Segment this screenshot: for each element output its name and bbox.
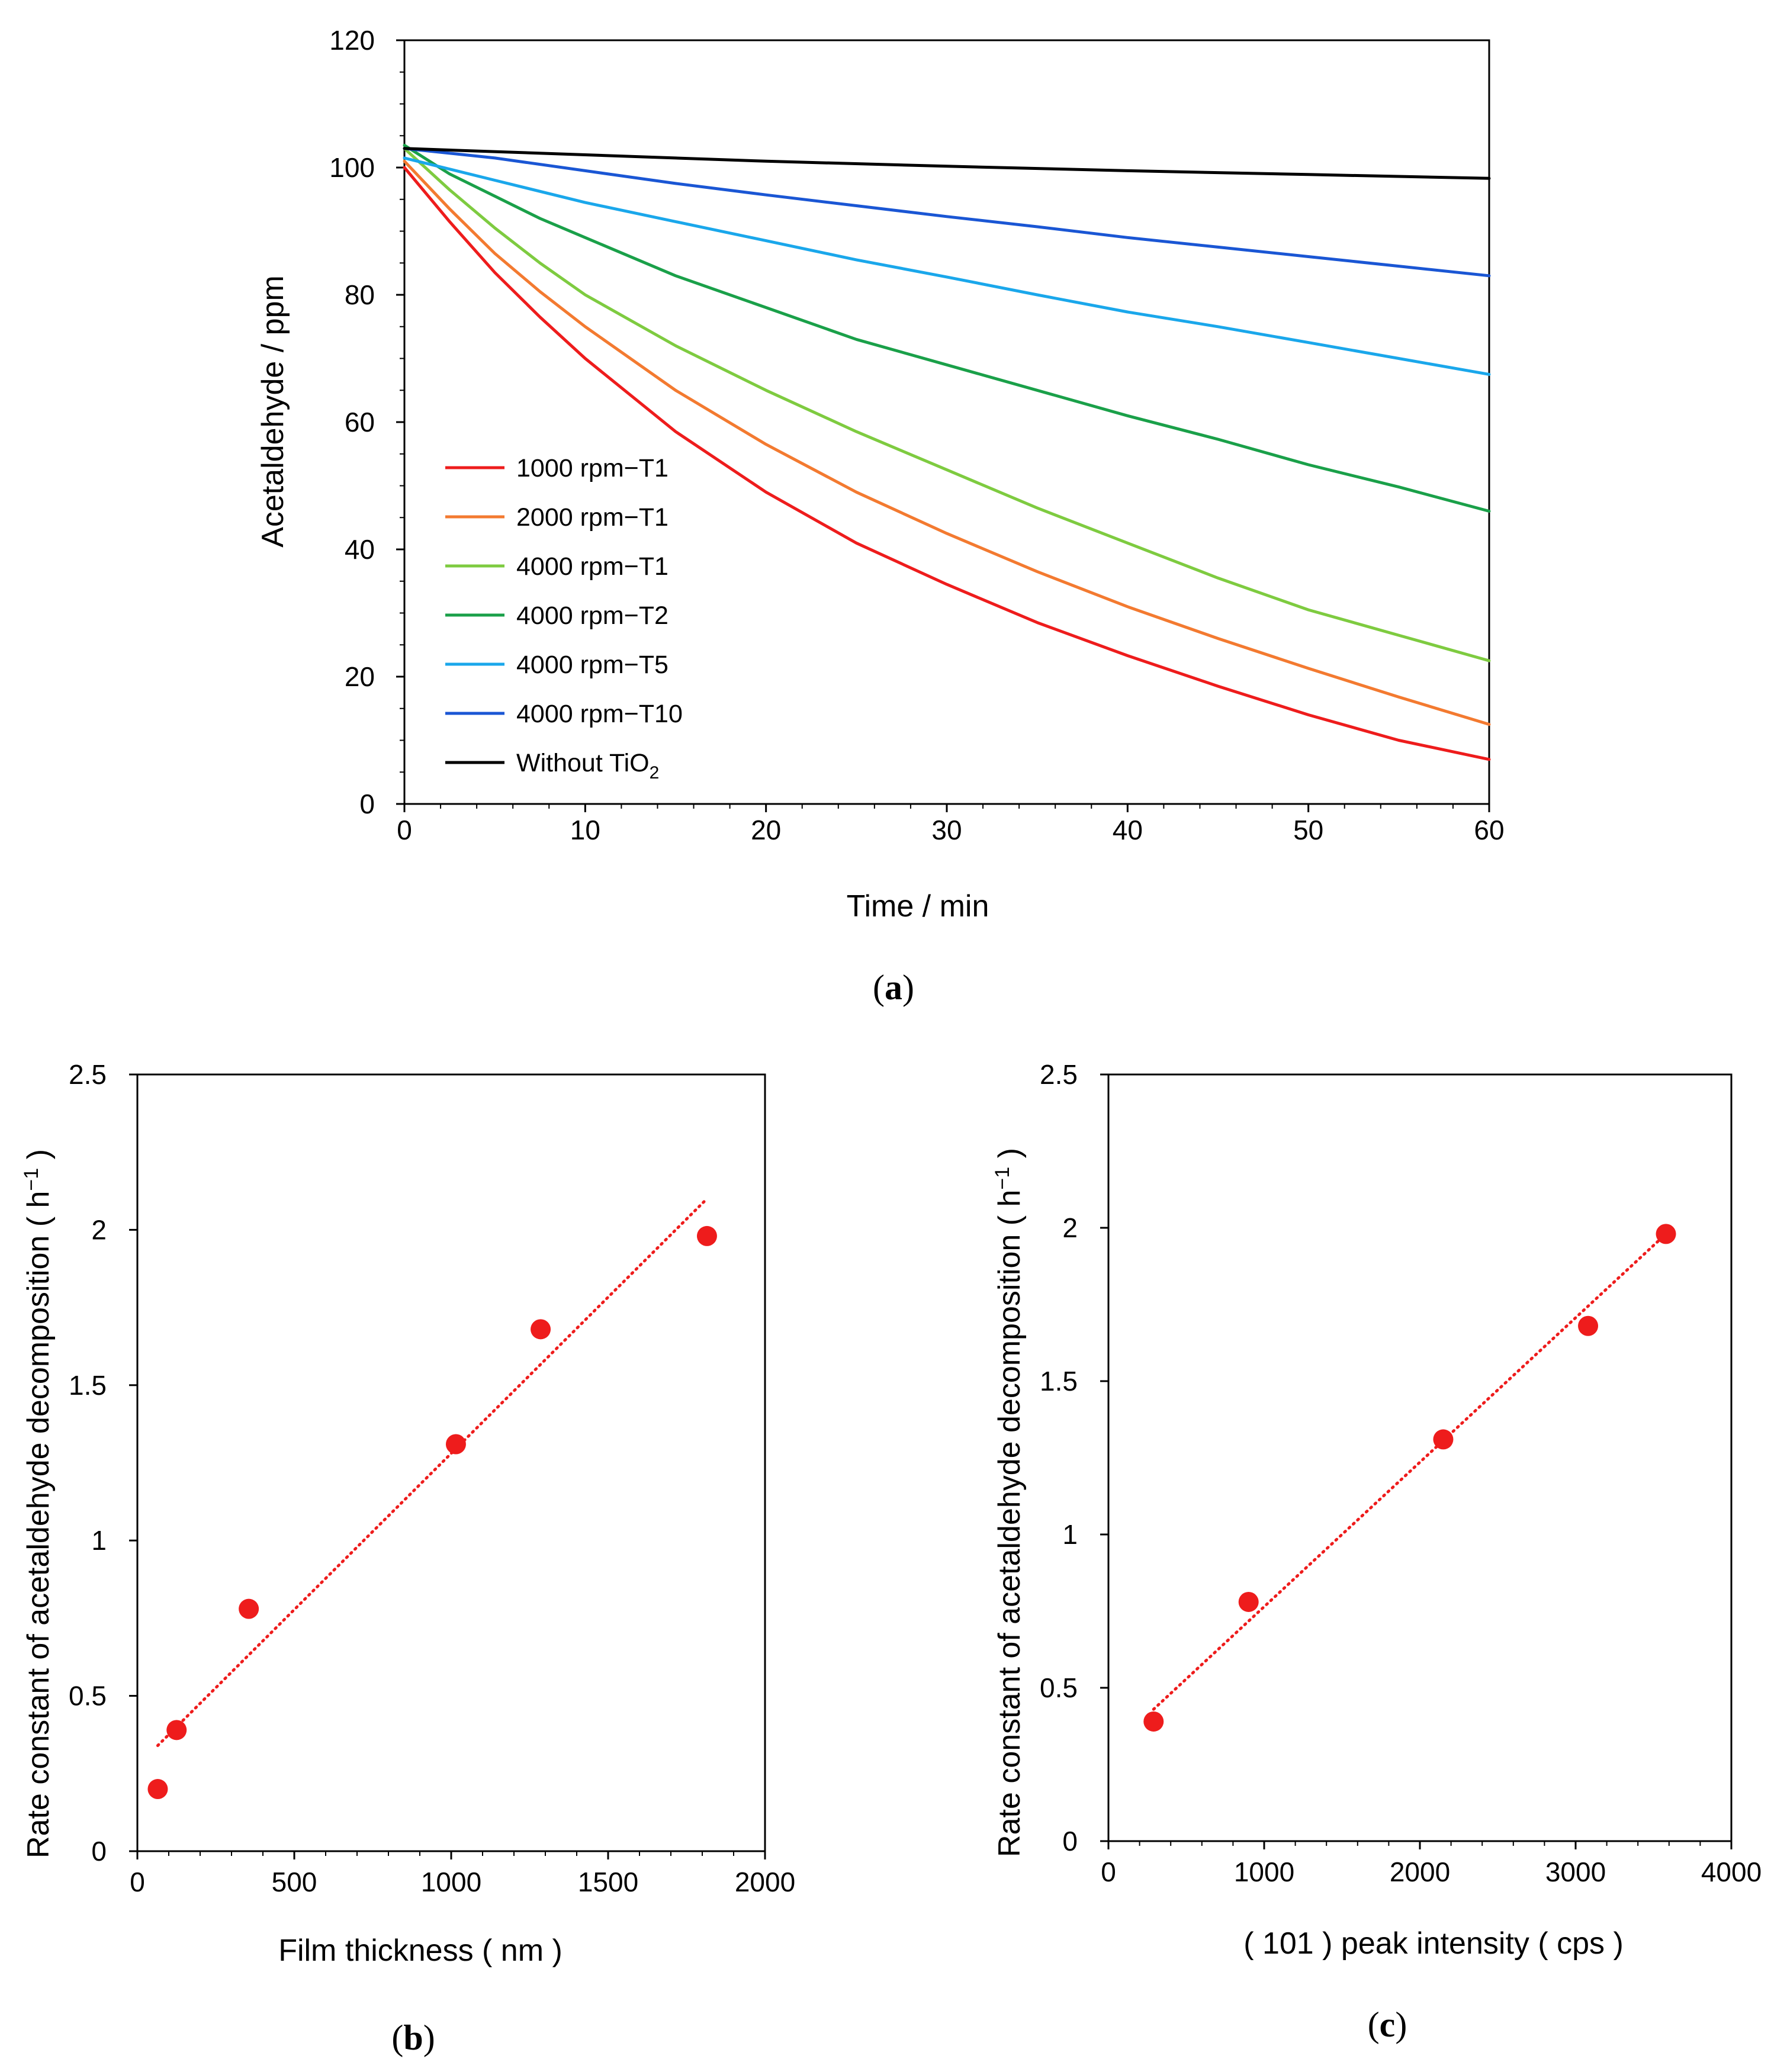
panel-c-y-tick-label: 2.5: [1040, 1059, 1078, 1090]
panel-c-x-tick-label: 4000: [1701, 1857, 1762, 1887]
legend-label-4: 4000 rpm−T2: [516, 601, 668, 630]
panel-a-y-tick-label: 40: [345, 534, 375, 565]
panel-b-y-tick-label: 0.5: [69, 1681, 107, 1711]
panel-c-y-tick-label: 1: [1062, 1519, 1078, 1550]
legend-label-subscript: 2: [650, 763, 660, 783]
panel-b-y-tick-label: 1: [91, 1525, 107, 1556]
panel-b-trendline: [156, 1197, 709, 1748]
legend-label-text: Without TiO: [516, 749, 650, 777]
legend-label-5: 4000 rpm−T5: [516, 651, 668, 679]
panel-c-y-tick-label: 2: [1062, 1212, 1078, 1243]
panel-a-y-tick-label: 120: [329, 25, 375, 56]
panel-a-legend: 1000 rpm−T1 2000 rpm−T1 4000 rpm−T1 4000 rp…: [445, 454, 683, 783]
series-line-7: [403, 147, 1491, 180]
panel-b-x-tick-label: 1500: [578, 1867, 638, 1897]
panel-c-data-point-2: [1238, 1591, 1259, 1612]
chart-panel-a: Time / min Acetaldehyde / ppm 1000 rpm−T…: [256, 25, 1505, 1007]
series-line-3: [403, 147, 1491, 662]
panel-a-y-tick-label: 0: [359, 789, 375, 819]
legend-label-text: 4000 rpm−T1: [516, 552, 668, 581]
panel-a-y-tick-label: 80: [345, 279, 375, 310]
panel-c-data-point-5: [1656, 1224, 1676, 1244]
legend-label-1: 1000 rpm−T1: [516, 454, 668, 482]
panel-b-data-point-5: [531, 1319, 551, 1340]
series-line-1: [403, 166, 1491, 761]
panel-a-y-axis-title: Acetaldehyde / ppm: [256, 275, 290, 548]
legend-label-2: 2000 rpm−T1: [516, 503, 668, 532]
legend-label-text: 1000 rpm−T1: [516, 454, 668, 482]
panel-c-y-tick-label: 0: [1062, 1826, 1078, 1857]
panel-c-x-tick-label: 2000: [1390, 1857, 1450, 1887]
panel-c-x-tick-label: 3000: [1545, 1857, 1606, 1887]
panel-b-data-point-4: [445, 1434, 466, 1455]
panel-a-x-tick-label: 0: [397, 815, 412, 845]
panel-c-x-tick-label: 1000: [1234, 1857, 1294, 1887]
panel-a-y-tick-label: 100: [329, 152, 375, 183]
legend-label-text: 4000 rpm−T2: [516, 601, 668, 630]
panel-c-x-tick-label: 0: [1101, 1857, 1116, 1887]
legend-label-3: 4000 rpm−T1: [516, 552, 668, 581]
panel-b-x-tick-label: 1000: [421, 1867, 481, 1897]
panel-b-x-tick-label: 0: [130, 1867, 145, 1897]
panel-c-label: (c): [1368, 2005, 1407, 2044]
panel-b-x-tick-label: 2000: [735, 1867, 795, 1897]
panel-b-y-tick-label: 1.5: [69, 1370, 107, 1401]
legend-label-6: 4000 rpm−T10: [516, 700, 683, 728]
panel-a-x-tick-label: 20: [751, 815, 781, 845]
panel-c-y-axis-title: Rate constant of acetaldehyde decomposit…: [991, 1148, 1027, 1857]
panel-b-y-tick-label: 0: [91, 1836, 107, 1867]
panel-c-data-point-1: [1143, 1711, 1164, 1732]
panel-b-y-axis-title: Rate constant of acetaldehyde decomposit…: [20, 1149, 56, 1858]
panel-b-y-tick-label: 2: [91, 1214, 107, 1245]
panel-a-label: (a): [873, 968, 914, 1007]
panel-b-y-tick-label: 2.5: [69, 1059, 107, 1090]
legend-label-text: 2000 rpm−T1: [516, 503, 668, 532]
legend-label-7: Without TiO2: [516, 749, 659, 783]
legend-label-text: 4000 rpm−T10: [516, 700, 683, 728]
panel-a-x-tick-label: 50: [1293, 815, 1323, 845]
panel-c-trendline: [1152, 1232, 1668, 1711]
panel-a-y-tick-label: 20: [345, 661, 375, 692]
chart-panel-b: Film thickness ( nm ) Rate constant of a…: [20, 1059, 795, 2057]
series-line-4: [403, 143, 1491, 513]
panel-b-data-point-6: [696, 1225, 717, 1246]
panel-b-data-point-2: [166, 1720, 187, 1740]
panel-b-x-tick-label: 500: [272, 1867, 317, 1897]
panel-c-x-axis-title: ( 101 ) peak intensity ( cps ): [1243, 1926, 1624, 1961]
panel-b-label: (b): [391, 2018, 435, 2057]
series-line-2: [403, 159, 1491, 726]
panel-a-x-tick-label: 60: [1474, 815, 1504, 845]
panel-b-data-point-3: [239, 1598, 259, 1619]
panel-a-y-tick-label: 60: [345, 407, 375, 437]
series-line-6: [403, 147, 1491, 278]
legend-label-text: 4000 rpm−T5: [516, 651, 668, 679]
panel-a-x-axis-title: Time / min: [847, 889, 989, 924]
panel-a-x-tick-label: 10: [570, 815, 600, 845]
panel-a-x-tick-label: 40: [1113, 815, 1143, 845]
panel-c-y-tick-label: 0.5: [1040, 1672, 1078, 1703]
panel-b-x-axis-title: Film thickness ( nm ): [278, 1933, 563, 1968]
chart-panel-c: ( 101 ) peak intensity ( cps ) Rate cons…: [991, 1059, 1762, 2044]
panel-b-data-point-1: [147, 1779, 168, 1800]
panel-c-data-point-3: [1433, 1429, 1454, 1450]
panel-a-x-tick-label: 30: [931, 815, 962, 845]
series-line-5: [403, 156, 1491, 376]
panel-c-data-point-4: [1578, 1315, 1599, 1336]
panel-c-y-tick-label: 1.5: [1040, 1366, 1078, 1397]
